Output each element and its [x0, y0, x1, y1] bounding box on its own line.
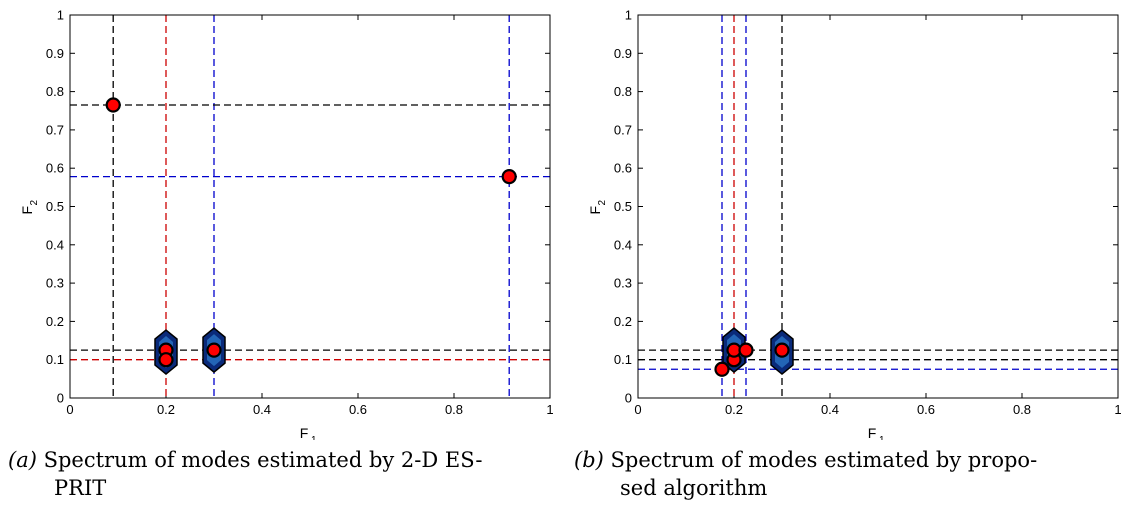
chart-b-y-tick-label: 0.8 — [614, 84, 632, 99]
chart-a-y-tick-label: 0.8 — [46, 84, 64, 99]
chart-b-plot-area — [638, 15, 1118, 398]
chart-a-x-axis-label: F — [300, 425, 309, 440]
chart-a-x-tick-label: 0.4 — [253, 402, 271, 417]
chart-a-y-tick-label: 0.2 — [46, 314, 64, 329]
chart-a-y-tick-label: 0.5 — [46, 199, 64, 214]
caption-a-line1: Spectrum of modes estimated by 2-D ES- — [36, 448, 483, 472]
caption-b-line1: Spectrum of modes estimated by propo- — [603, 448, 1038, 472]
chart-a-x-tick-label: 0 — [66, 402, 73, 417]
chart-b-y-tick-label: 0 — [625, 391, 632, 406]
chart-b-estimated-mode-marker — [714, 361, 730, 377]
chart-b-x-tick-label: 0 — [634, 402, 641, 417]
chart-b-y-tick-label: 0.5 — [614, 199, 632, 214]
caption-a: (a) Spectrum of modes estimated by 2-D E… — [8, 446, 482, 502]
chart-b: 0 0.2 0.4 0.6 0.8 1 0 0.1 0.2 0.3 0.4 0.5 0.6 0.7 0.8 0… — [587, 8, 1122, 441]
chart-a-y-axis-label: F — [19, 206, 35, 215]
chart-b-y-axis-label-group: F2 — [587, 200, 608, 215]
chart-a: 0 0.2 0.4 0.6 0.8 1 0 0.1 0.2 0.3 0.4 0.5 0.6 0.7 0.8 0… — [19, 8, 554, 441]
chart-b-y-tick-label: 0.4 — [614, 237, 632, 252]
chart-b-x-tick-label: 0.8 — [1013, 402, 1031, 417]
chart-b-y-tick-label: 0.7 — [614, 122, 632, 137]
chart-b-x-tick-label: 1 — [1114, 402, 1121, 417]
chart-a-y-tick-label: 0 — [57, 391, 64, 406]
chart-a-axes-frame — [69, 14, 551, 399]
chart-a-estimated-mode-marker — [206, 342, 222, 358]
chart-b-y-tick-label: 0.2 — [614, 314, 632, 329]
caption-a-label: (a) — [8, 448, 37, 472]
chart-a-x-tick-label: 0.6 — [349, 402, 367, 417]
chart-b-estimated-mode-marker — [774, 342, 790, 358]
chart-a-y-tick-label: 0.3 — [46, 276, 64, 291]
chart-a-y-tick-label: 0.9 — [46, 46, 64, 61]
chart-a-y-axis-label-group: F2 — [19, 200, 40, 215]
chart-b-estimated-mode-marker — [738, 342, 754, 358]
chart-a-x-tick-label: 0.8 — [445, 402, 463, 417]
caption-a-line2: PRIT — [54, 476, 107, 500]
caption-b-label: (b) — [574, 448, 604, 472]
chart-b-y-axis-label-subscript: 2 — [597, 200, 608, 206]
chart-b-y-axis-label: F — [587, 206, 603, 215]
chart-b-x-axis-label: F — [868, 425, 877, 440]
caption-b-line2: sed algorithm — [620, 476, 768, 500]
chart-a-y-tick-label: 0.4 — [46, 237, 64, 252]
chart-a-plot-area — [70, 15, 550, 398]
chart-b-axes-frame — [637, 14, 1119, 399]
chart-a-y-tick-label: 0.6 — [46, 161, 64, 176]
chart-b-y-tick-label: 0.9 — [614, 46, 632, 61]
chart-a-x-tick-label: 1 — [546, 402, 553, 417]
chart-b-y-tick-label: 0.3 — [614, 276, 632, 291]
chart-a-y-tick-label: 0.1 — [46, 352, 64, 367]
chart-a-estimated-mode-marker — [105, 97, 121, 113]
chart-b-x-tick-label: 0.2 — [725, 402, 743, 417]
chart-a-y-tick-label: 1 — [57, 8, 64, 23]
chart-a-y-axis-label-subscript: 2 — [29, 200, 40, 206]
chart-a-y-tick-label: 0.7 — [46, 122, 64, 137]
caption-b: (b) Spectrum of modes estimated by propo… — [574, 446, 1037, 502]
chart-a-estimated-mode-marker — [158, 352, 174, 368]
chart-b-x-tick-label: 0.4 — [821, 402, 839, 417]
chart-a-x-tick-label: 0.2 — [157, 402, 175, 417]
chart-b-x-axis-label-subscript: 1 — [879, 435, 885, 440]
chart-a-x-axis-label-subscript: 1 — [311, 435, 317, 440]
chart-b-x-tick-label: 0.6 — [917, 402, 935, 417]
chart-b-y-tick-label: 0.6 — [614, 161, 632, 176]
chart-b-y-tick-label: 1 — [625, 8, 632, 23]
chart-a-estimated-mode-marker — [501, 169, 517, 185]
chart-b-y-tick-label: 0.1 — [614, 352, 632, 367]
